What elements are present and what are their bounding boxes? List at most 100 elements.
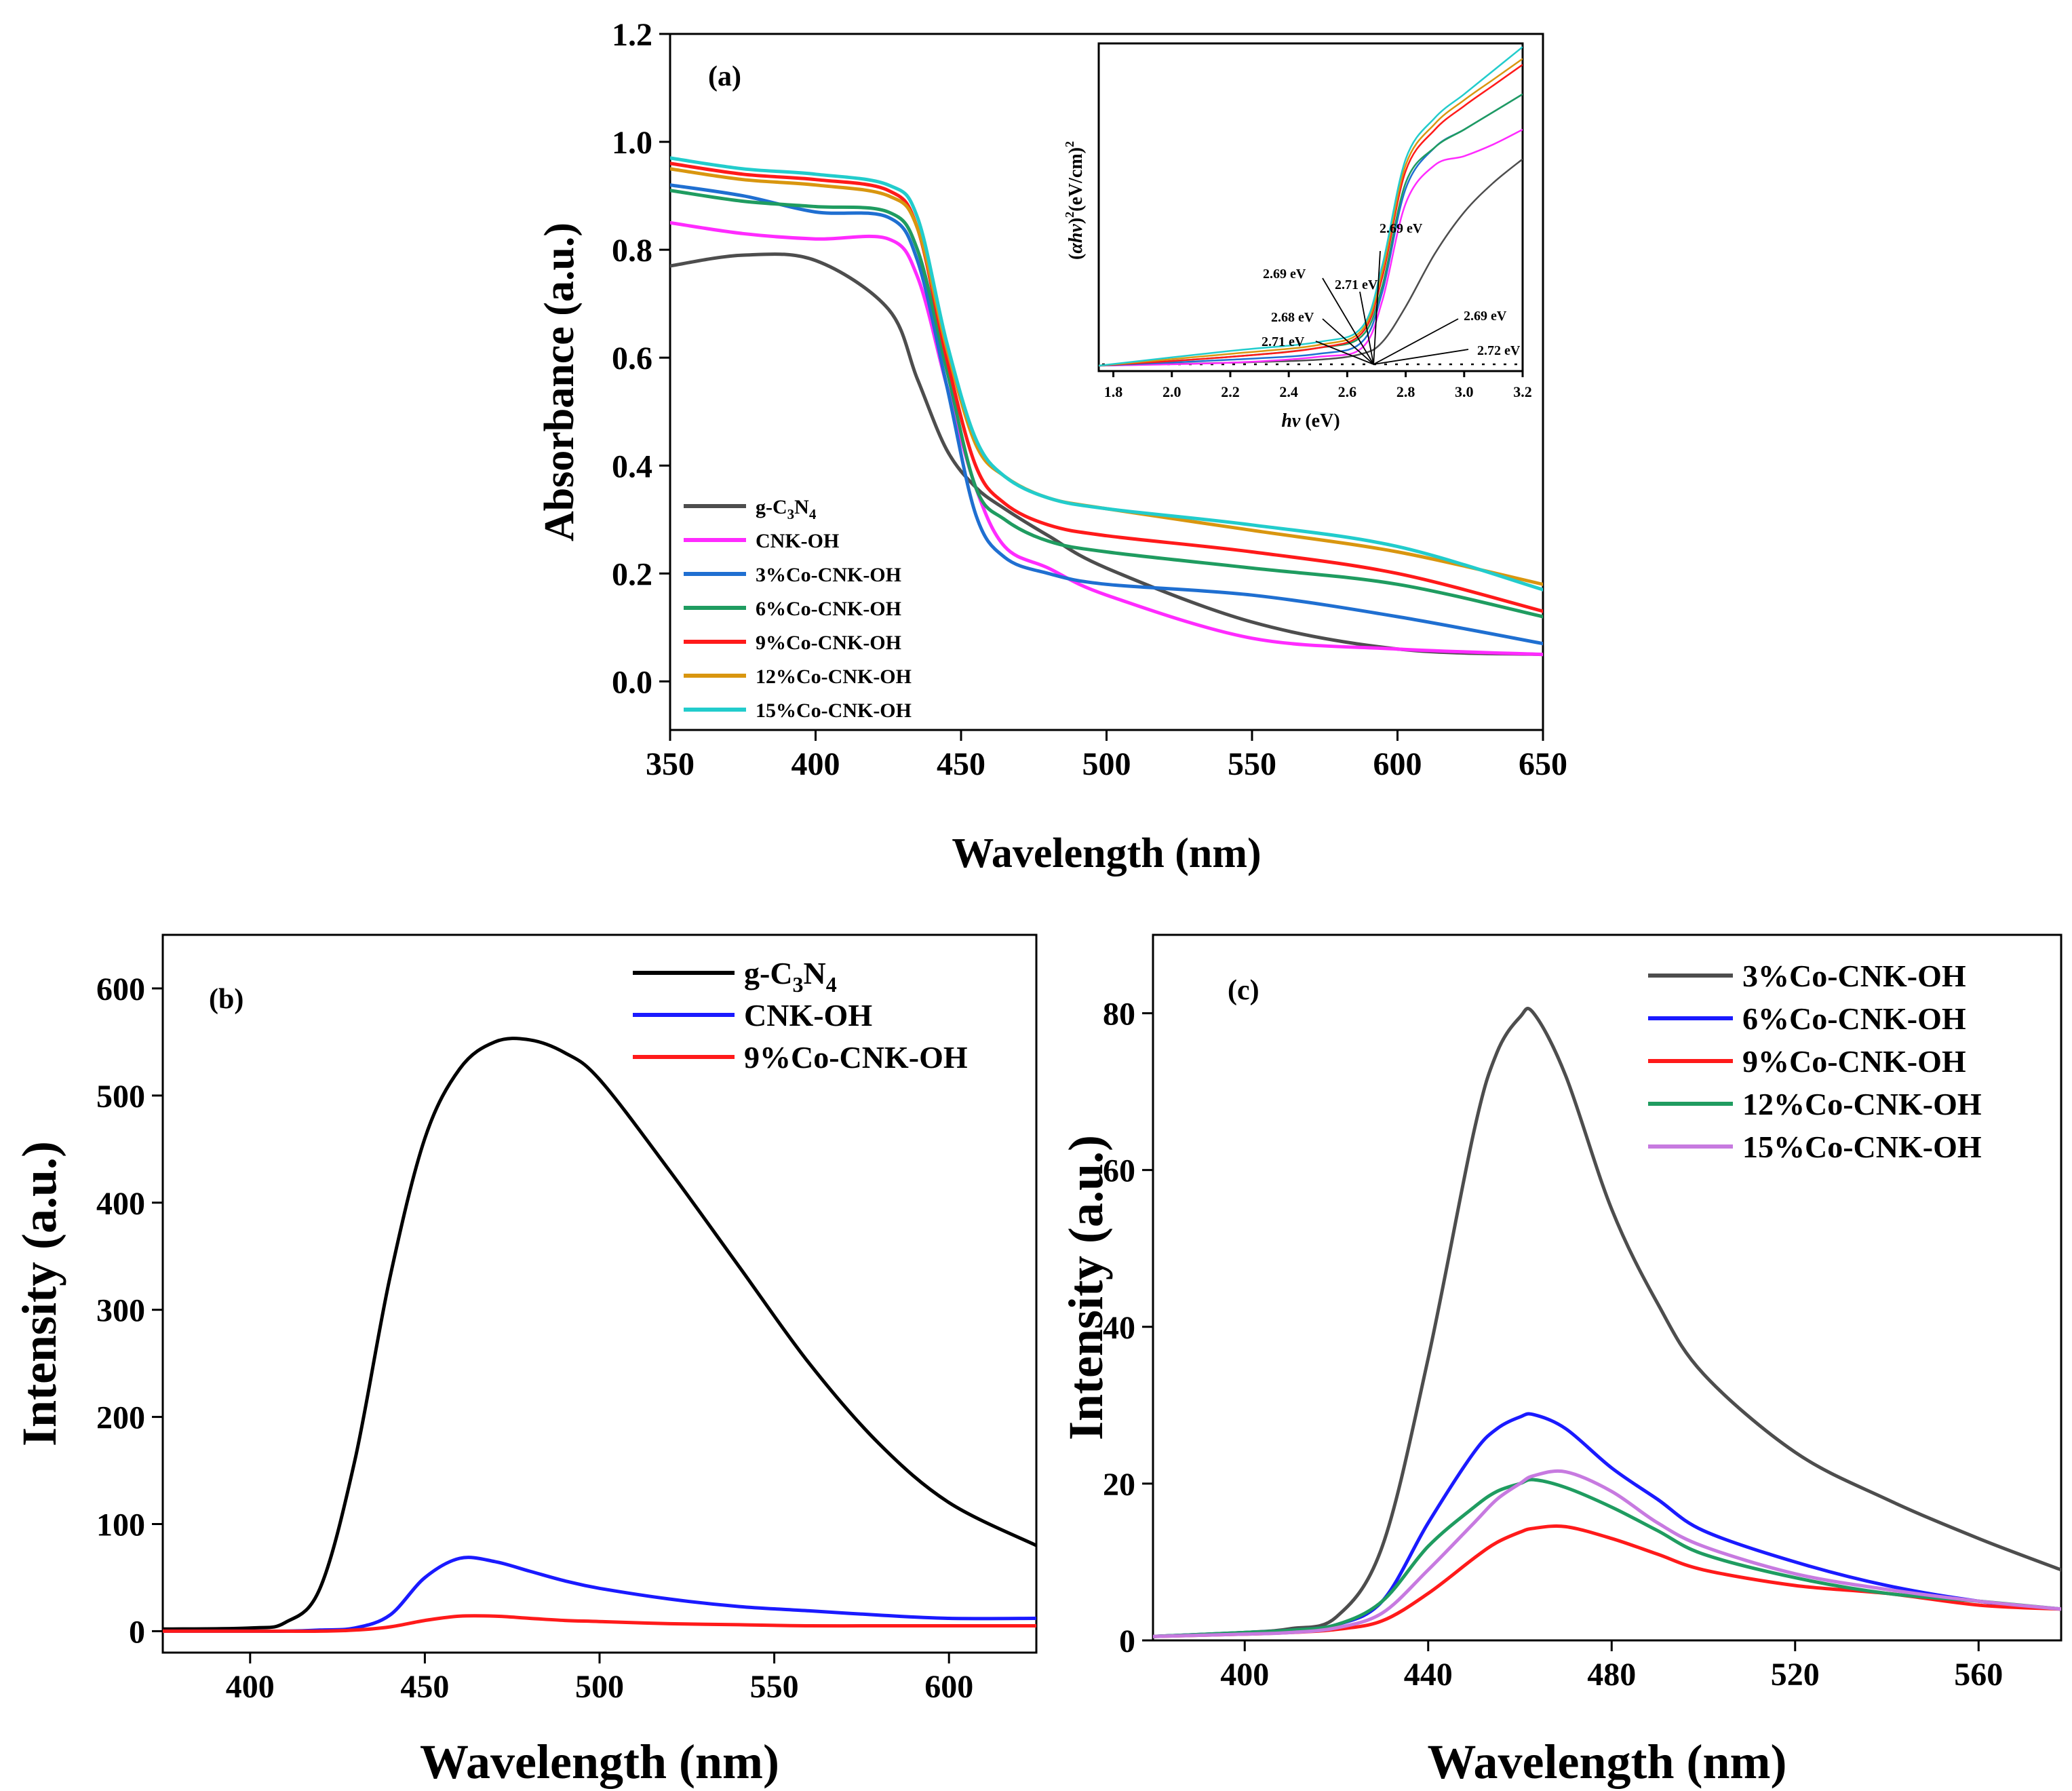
panel-a-legend-label: CNK-OH [756, 530, 839, 552]
inset-annotation-arrow [1322, 318, 1374, 365]
panel-c-legend-label: 9%Co-CNK-OH [1742, 1044, 1966, 1079]
panel-b-x-tick-label: 500 [575, 1669, 624, 1705]
panel-b-x-tick-label: 550 [750, 1669, 799, 1705]
inset-x-tick-label: 2.8 [1396, 383, 1415, 400]
panel-a-series-line [670, 252, 1543, 657]
panel-a-y-tick-label: 0.4 [612, 448, 652, 484]
inset-bandgap-annotation: 2.71 eV [1335, 277, 1378, 292]
inset-tauc-plot: 1.8 2.0 2.2 2.4 2.6 2.8 3.0 3.2 hv (eV) (αhv)2(eV… [1063, 42, 1532, 431]
panel-c-y-tick-label: 80 [1103, 997, 1135, 1033]
panel-a-legend-label: 3%Co-CNK-OH [756, 564, 901, 586]
panel-c-y-tick-label: 0 [1119, 1623, 1135, 1659]
panel-c-legend-label: 6%Co-CNK-OH [1742, 1001, 1966, 1036]
inset-series-line [1099, 128, 1523, 367]
panel-a-plot-frame [669, 33, 1544, 731]
inset-y-axis-label: (αhv)2(eV/cm)2 [1063, 141, 1087, 260]
panel-b-panel-label: (b) [209, 984, 243, 1015]
panel-b-y-tick-label: 500 [96, 1079, 145, 1115]
panel-a-panel-label: (a) [708, 61, 741, 92]
panel-b-series-group [163, 1037, 1036, 1634]
panel-b-y-tick-label: 0 [129, 1614, 145, 1650]
panel-b-legend-label: g-C3N4 [744, 956, 837, 997]
panel-b-x-tick-label: 450 [400, 1669, 449, 1705]
panel-c-x-tick-label: 520 [1771, 1657, 1820, 1693]
panel-b-y-axis-label: Intensity (a.u.) [12, 1141, 66, 1446]
panel-b-x-axis-label: Wavelength (nm) [420, 1735, 779, 1789]
panel-a-y-tick-label: 1.0 [612, 125, 652, 161]
panel-c-plot-frame [1152, 933, 2063, 1642]
inset-annotation-arrow [1373, 250, 1381, 365]
panel-a-legend: g-C3N4 CNK-OH 3%Co-CNK-OH 6%Co-CNK-OH 9%Co-C… [684, 496, 912, 722]
panel-a-legend-label: g-C3N4 [756, 496, 817, 522]
panel-a-y-tick-label: 0.0 [612, 664, 652, 700]
panel-b-x-tick-label: 600 [924, 1669, 973, 1705]
panel-c-y-tick-label: 40 [1103, 1310, 1135, 1346]
panel-c-series-line [1153, 1007, 2061, 1638]
inset-bandgap-annotation: 2.69 eV [1464, 309, 1507, 324]
panel-a-x-tick-label: 600 [1373, 746, 1422, 782]
inset-frame [1097, 42, 1524, 372]
panel-c-x-axis-label: Wavelength (nm) [1428, 1735, 1787, 1789]
panel-b-y-tick-label: 300 [96, 1293, 145, 1329]
panel-c-y-axis-label: Intensity (a.u.) [1059, 1135, 1113, 1440]
inset-x-tick-label: 1.8 [1104, 383, 1123, 400]
panel-a-x-tick-label: 550 [1228, 746, 1276, 782]
panel-a-x-tick-label: 650 [1519, 746, 1567, 782]
panel-a-y-axis-label: Absorbance (a.u.) [536, 223, 583, 541]
inset-x-tick-label: 2.2 [1221, 383, 1240, 400]
panel-a-y-tick-label: 0.8 [612, 233, 652, 269]
panel-c-series-line [1153, 1478, 2061, 1638]
panel-c-legend-label: 12%Co-CNK-OH [1742, 1087, 1982, 1121]
panel-c-legend: 3%Co-CNK-OH 6%Co-CNK-OH 9%Co-CNK-OH 12%Co-C… [1648, 959, 1982, 1164]
panel-a-legend-label: 6%Co-CNK-OH [756, 598, 901, 620]
panel-a-series-line [670, 220, 1543, 657]
panel-c-x-tick-label: 400 [1220, 1657, 1269, 1693]
panel-c-series-group [1153, 1007, 2061, 1638]
panel-b-series-line [163, 1037, 1036, 1631]
panel-a-x-tick-label: 400 [791, 746, 840, 782]
panel-a-y-tick-label: 0.6 [612, 341, 652, 377]
inset-bandgap-annotation: 2.72 eV [1477, 343, 1521, 358]
panel-b-y-tick-label: 400 [96, 1186, 145, 1222]
inset-x-tick-label: 3.0 [1455, 383, 1474, 400]
inset-annotation-arrow [1322, 277, 1374, 365]
panel-b-y-tick-label: 600 [96, 971, 145, 1007]
inset-x-tick-label: 3.2 [1513, 383, 1532, 400]
inset-series-group [1099, 46, 1523, 367]
inset-annotation-arrow [1373, 318, 1459, 365]
inset-x-tick-label: 2.6 [1338, 383, 1357, 400]
panel-a-series-group [670, 156, 1543, 657]
panel-c-series-line [1153, 1412, 2061, 1638]
panel-b-x-tick-label: 400 [226, 1669, 275, 1705]
panel-a-y-tick-label: 0.2 [612, 556, 652, 592]
panel-c-legend-label: 3%Co-CNK-OH [1742, 959, 1966, 993]
panel-a-x-tick-label: 500 [1082, 746, 1131, 782]
inset-bandgap-annotation: 2.71 eV [1262, 334, 1305, 349]
panel-c-y-tick-label: 20 [1103, 1467, 1135, 1503]
inset-x-tick-label: 2.0 [1162, 383, 1181, 400]
panel-c-pl-chart: 400 440 480 520 560 0 20 40 60 80 Wavelength (nm) I… [1059, 933, 2063, 1789]
panel-a-y-tick-label: 1.2 [612, 17, 652, 53]
inset-bandgap-annotation: 2.68 eV [1271, 310, 1314, 325]
panel-a-series-line [670, 189, 1543, 619]
inset-bandgap-annotation: 2.69 eV [1380, 221, 1423, 236]
inset-series-line [1099, 58, 1523, 367]
panel-a-legend-label: 12%Co-CNK-OH [756, 666, 912, 688]
panel-c-panel-label: (c) [1228, 975, 1259, 1006]
inset-x-axis-label: hv (eV) [1281, 410, 1340, 431]
panel-b-legend-label: CNK-OH [744, 998, 872, 1033]
panel-a-series-line [670, 167, 1543, 586]
inset-annotation-arrow [1315, 341, 1374, 365]
panel-a-x-tick-label: 450 [937, 746, 985, 782]
inset-series-line [1099, 158, 1523, 367]
panel-a-legend-label: 15%Co-CNK-OH [756, 699, 912, 722]
inset-annotation-arrow [1373, 349, 1469, 365]
panel-b-legend-label: 9%Co-CNK-OH [744, 1040, 968, 1075]
panel-a-series-line [670, 183, 1543, 646]
inset-bandgap-annotation: 2.69 eV [1263, 267, 1306, 282]
inset-series-line [1099, 46, 1523, 367]
inset-x-tick-label: 2.4 [1279, 383, 1298, 400]
panel-b-y-tick-label: 100 [96, 1507, 145, 1543]
panel-b-y-tick-label: 200 [96, 1400, 145, 1436]
